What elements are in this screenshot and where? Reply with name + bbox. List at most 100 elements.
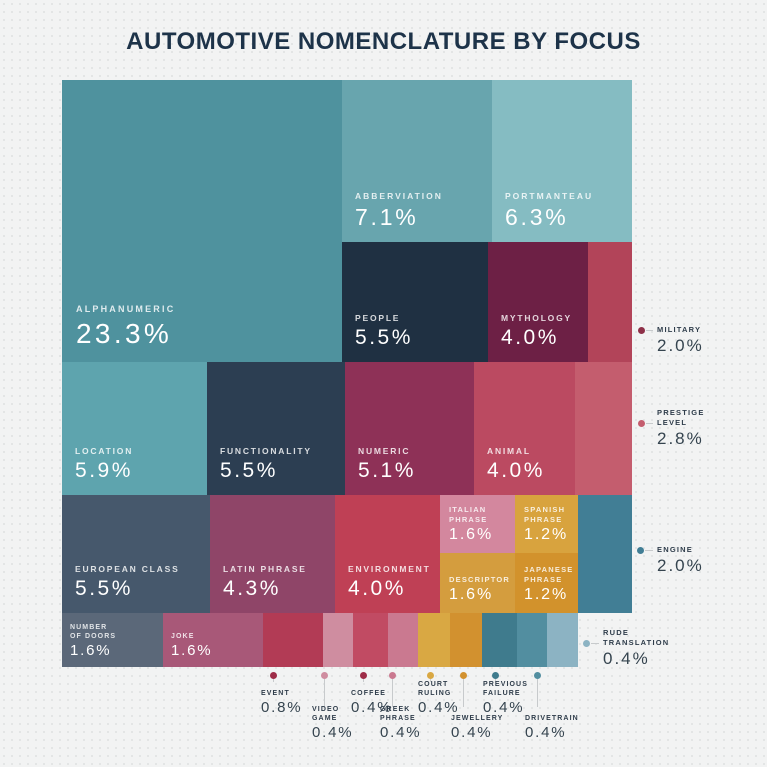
event-line xyxy=(273,679,274,682)
rude-translation-label: RUDE TRANSLATION xyxy=(603,628,670,647)
video-game-line xyxy=(324,679,325,707)
cell-label-japanese-phrase: JAPANESE PHRASE xyxy=(524,565,574,584)
greek-phrase-line xyxy=(392,679,393,707)
treemap-cell-military xyxy=(588,242,632,362)
engine-dot xyxy=(636,546,644,554)
cell-label-animal: ANIMAL xyxy=(487,446,531,457)
rude-translation-value: 0.4% xyxy=(603,649,650,668)
court-ruling-value: 0.4% xyxy=(418,699,460,716)
prestige-level-value: 2.8% xyxy=(657,429,704,448)
cell-label-numeric: NUMERIC xyxy=(358,446,411,457)
cell-value-european-class: 5.5% xyxy=(75,576,133,600)
cell-label-functionality: FUNCTIONALITY xyxy=(220,446,312,457)
treemap-cell-rude-translation xyxy=(547,613,578,667)
prestige-level-dot xyxy=(637,419,645,427)
video-game-label: VIDEO GAME xyxy=(312,706,340,722)
previous-failure-dot xyxy=(491,671,499,679)
prestige-level-label: PRESTIGE LEVEL xyxy=(657,408,705,427)
treemap-cell-latin-phrase: LATIN PHRASE 4.3% xyxy=(210,495,335,613)
military-label: MILITARY xyxy=(657,325,702,334)
treemap-cell-previous-failure xyxy=(482,613,517,667)
greek-phrase-dot xyxy=(388,671,396,679)
event-dot xyxy=(269,671,277,679)
treemap-cell-video-game xyxy=(323,613,353,667)
treemap-cell-drivetrain xyxy=(517,613,547,667)
treemap-cell-alphanumeric: ALPHANUMERIC 23.3% xyxy=(62,80,342,362)
court-ruling-line xyxy=(430,679,431,682)
cell-label-joke: JOKE xyxy=(171,632,195,640)
cell-label-spanish-phrase: SPANISH PHRASE xyxy=(524,505,566,524)
prestige-level-line xyxy=(646,423,653,424)
chart-title: AUTOMOTIVE NOMENCLATURE BY FOCUS xyxy=(126,28,641,55)
previous-failure-line xyxy=(495,679,496,682)
video-game-dot xyxy=(320,671,328,679)
cell-label-portmanteau: PORTMANTEAU xyxy=(505,191,594,202)
treemap-cell-numeric: NUMERIC 5.1% xyxy=(345,362,474,495)
treemap: ALPHANUMERIC 23.3% ABBERVIATION 7.1% PORTMAN… xyxy=(62,80,632,667)
cell-label-environment: ENVIRONMENT xyxy=(348,564,431,575)
rude-translation-dot xyxy=(582,639,590,647)
drivetrain-value: 0.4% xyxy=(525,724,567,741)
cell-value-joke: 1.6% xyxy=(171,642,213,660)
treemap-cell-descriptor: DESCRIPTOR 1.6% xyxy=(440,553,515,613)
cell-value-functionality: 5.5% xyxy=(220,458,278,482)
cell-value-numeric: 5.1% xyxy=(358,458,416,482)
jewellery-dot xyxy=(459,671,467,679)
military-dot xyxy=(637,326,645,334)
treemap-cell-people: PEOPLE 5.5% xyxy=(342,242,488,362)
treemap-cell-portmanteau: PORTMANTEAU 6.3% xyxy=(492,80,632,242)
cell-value-number-of-doors: 1.6% xyxy=(70,642,112,660)
jewellery-value: 0.4% xyxy=(451,724,493,741)
previous-failure-value: 0.4% xyxy=(483,699,525,716)
treemap-cell-environment: ENVIRONMENT 4.0% xyxy=(335,495,440,613)
previous-failure-label: PREVIOUS FAILURE xyxy=(483,681,528,697)
treemap-cell-coffee xyxy=(353,613,388,667)
treemap-cell-abberviation: ABBERVIATION 7.1% xyxy=(342,80,492,242)
drivetrain-label: DRIVETRAIN xyxy=(525,715,579,722)
cell-value-abberviation: 7.1% xyxy=(355,203,419,230)
court-ruling-label: COURT RULING xyxy=(418,681,452,697)
cell-label-abberviation: ABBERVIATION xyxy=(355,191,443,202)
treemap-cell-engine xyxy=(578,495,632,613)
coffee-dot xyxy=(359,671,367,679)
greek-phrase-label: GREEK PHRASE xyxy=(380,706,416,722)
cell-label-italian-phrase: ITALIAN PHRASE xyxy=(449,505,488,524)
court-ruling-dot xyxy=(426,671,434,679)
cell-label-descriptor: DESCRIPTOR xyxy=(449,574,511,584)
treemap-cell-functionality: FUNCTIONALITY 5.5% xyxy=(207,362,345,495)
cell-label-location: LOCATION xyxy=(75,446,134,457)
cell-value-portmanteau: 6.3% xyxy=(505,203,569,230)
cell-value-spanish-phrase: 1.2% xyxy=(524,526,569,544)
cell-value-mythology: 4.0% xyxy=(501,325,559,349)
treemap-cell-number-of-doors: NUMBER OF DOORS 1.6% xyxy=(62,613,163,667)
cell-value-latin-phrase: 4.3% xyxy=(223,576,281,600)
jewellery-line xyxy=(463,679,464,707)
treemap-cell-european-class: EUROPEAN CLASS 5.5% xyxy=(62,495,210,613)
treemap-cell-spanish-phrase: SPANISH PHRASE 1.2% xyxy=(515,495,578,553)
military-line xyxy=(646,330,653,331)
cell-value-descriptor: 1.6% xyxy=(449,586,494,604)
cell-value-animal: 4.0% xyxy=(487,458,545,482)
engine-value: 2.0% xyxy=(657,556,704,575)
cell-value-location: 5.9% xyxy=(75,458,133,482)
cell-label-mythology: MYTHOLOGY xyxy=(501,313,572,324)
cell-value-alphanumeric: 23.3% xyxy=(76,317,173,349)
cell-label-people: PEOPLE xyxy=(355,313,401,324)
cell-value-people: 5.5% xyxy=(355,325,413,349)
cell-value-environment: 4.0% xyxy=(348,576,406,600)
cell-label-alphanumeric: ALPHANUMERIC xyxy=(76,304,176,315)
greek-phrase-value: 0.4% xyxy=(380,724,422,741)
treemap-cell-animal: ANIMAL 4.0% xyxy=(474,362,575,495)
treemap-cell-prestige-level xyxy=(575,362,632,495)
treemap-cell-mythology: MYTHOLOGY 4.0% xyxy=(488,242,588,362)
engine-line xyxy=(645,550,653,551)
cell-value-italian-phrase: 1.6% xyxy=(449,526,494,544)
jewellery-label: JEWELLERY xyxy=(451,715,504,722)
treemap-cell-jewellery xyxy=(450,613,482,667)
treemap-cell-location: LOCATION 5.9% xyxy=(62,362,207,495)
treemap-cell-court-ruling xyxy=(418,613,450,667)
treemap-cell-greek-phrase xyxy=(388,613,418,667)
cell-label-european-class: EUROPEAN CLASS xyxy=(75,564,180,575)
video-game-value: 0.4% xyxy=(312,724,354,741)
